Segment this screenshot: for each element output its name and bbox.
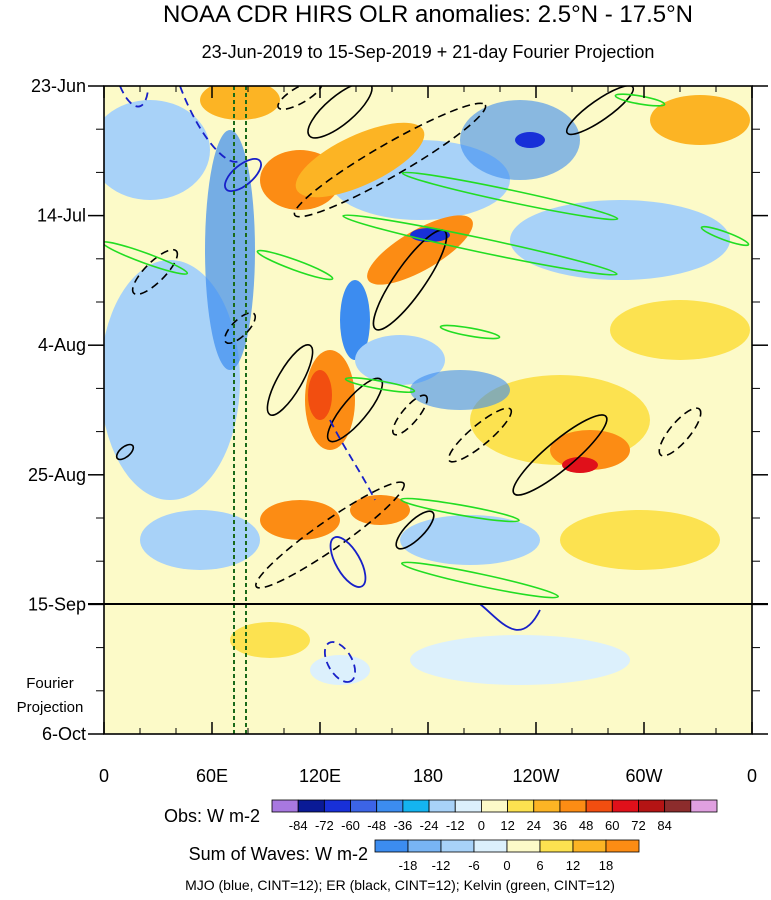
- colorbar-tick-label: 36: [553, 818, 567, 833]
- y-tick-label: 4-Aug: [38, 335, 86, 355]
- y-tick-label: 25-Aug: [28, 465, 86, 485]
- x-tick-label: 0: [747, 766, 757, 786]
- mjo-contours-negative: [119, 86, 376, 683]
- colorbar-swatch: [585, 799, 613, 813]
- colorbar-swatch: [454, 799, 482, 813]
- chart-subtitle: 23-Jun-2019 to 15-Sep-2019 + 21-day Four…: [202, 42, 655, 62]
- colorbar-tick-label: 72: [631, 818, 645, 833]
- x-tick-label: 0: [99, 766, 109, 786]
- colorbar-swatch: [440, 839, 475, 853]
- x-tick-label: 60E: [196, 766, 228, 786]
- colorbar-tick-label: -12: [446, 818, 465, 833]
- colorbar-tick-label: 24: [527, 818, 541, 833]
- colorbar-tick-label: 6: [536, 858, 543, 873]
- obs-colorbar-label: Obs: W m-2: [164, 806, 260, 826]
- colorbar-tick-label: 60: [605, 818, 619, 833]
- colorbar-swatch: [350, 799, 378, 813]
- colorbar-tick-label: -60: [341, 818, 360, 833]
- colorbar-swatch: [572, 839, 607, 853]
- colorbar-swatch: [507, 799, 535, 813]
- colorbar-tick-label: 12: [500, 818, 514, 833]
- colorbar-tick-label: -48: [367, 818, 386, 833]
- y-tick-label: 15-Sep: [28, 594, 86, 614]
- colorbar-swatch: [297, 799, 325, 813]
- colorbar-tick-label: 12: [566, 858, 580, 873]
- x-tick-label: 120E: [299, 766, 341, 786]
- waves-colorbar-label: Sum of Waves: W m-2: [189, 844, 368, 864]
- colorbar-tick-label: -24: [420, 818, 439, 833]
- x-tick-label: 180: [413, 766, 443, 786]
- projection-field: [104, 604, 752, 734]
- y-tick-label: 14-Jul: [37, 206, 86, 226]
- colorbar-tick-label: -18: [399, 858, 418, 873]
- colorbar-swatch: [428, 799, 456, 813]
- colorbar-tick-label: -12: [432, 858, 451, 873]
- observed-olr-field: [104, 86, 752, 604]
- colorbar-swatch: [690, 799, 718, 813]
- colorbar-swatch: [376, 799, 404, 813]
- chart-title: NOAA CDR HIRS OLR anomalies: 2.5°N - 17.…: [163, 1, 693, 28]
- projection-label-line-1: Fourier: [26, 675, 74, 692]
- colorbar-swatch: [605, 839, 640, 853]
- colorbar-tick-label: -36: [393, 818, 412, 833]
- colorbar-tick-label: 0: [478, 818, 485, 833]
- colorbar-tick-label: -72: [315, 818, 334, 833]
- colorbar-swatch: [271, 799, 299, 813]
- waves-colorbar: -18 -12 -6 0 6 12 18: [374, 839, 640, 873]
- colorbar-tick-label: -84: [289, 818, 308, 833]
- colorbar-swatch: [664, 799, 692, 813]
- colorbar-swatch: [473, 839, 508, 853]
- x-tick-label: 60W: [625, 766, 662, 786]
- colorbar-swatch: [323, 799, 351, 813]
- er-contours: [115, 86, 635, 550]
- obs-colorbar: -84 -72 -60 -48 -36 -24 -12 0 12 24 36 48 60 72 84: [271, 799, 718, 833]
- kelvin-contours: [104, 93, 750, 599]
- colorbar-swatch: [407, 839, 442, 853]
- colorbar-tick-label: 84: [657, 818, 671, 833]
- colorbar-tick-label: -6: [468, 858, 480, 873]
- colorbar-swatch: [402, 799, 430, 813]
- colorbar-tick-label: 48: [579, 818, 593, 833]
- mjo-contours: [224, 158, 541, 631]
- colorbar-swatch: [559, 799, 587, 813]
- y-tick-label: 23-Jun: [31, 76, 86, 96]
- colorbar-swatch: [638, 799, 666, 813]
- y-tick-label: 6-Oct: [42, 724, 86, 744]
- colorbar-swatch: [539, 839, 574, 853]
- y-axis: 23-Jun 14-Jul 4-Aug 25-Aug 15-Sep 6-Oct: [28, 76, 768, 744]
- x-tick-label: 120W: [512, 766, 559, 786]
- x-axis: 0 60E 120E 180 120W 60W 0: [99, 86, 757, 786]
- colorbar-tick-label: 0: [503, 858, 510, 873]
- plot-area: [104, 86, 752, 734]
- colorbar-swatch: [374, 839, 409, 853]
- projection-label-line-2: Projection: [17, 699, 84, 716]
- colorbar-swatch: [533, 799, 561, 813]
- colorbar-tick-label: 18: [599, 858, 613, 873]
- colorbar-swatch: [481, 799, 508, 813]
- footer-legend: MJO (blue, CINT=12); ER (black, CINT=12)…: [185, 877, 615, 893]
- er-contours-negative: [131, 86, 702, 589]
- colorbar-swatch: [506, 839, 541, 853]
- colorbar-swatch: [611, 799, 639, 813]
